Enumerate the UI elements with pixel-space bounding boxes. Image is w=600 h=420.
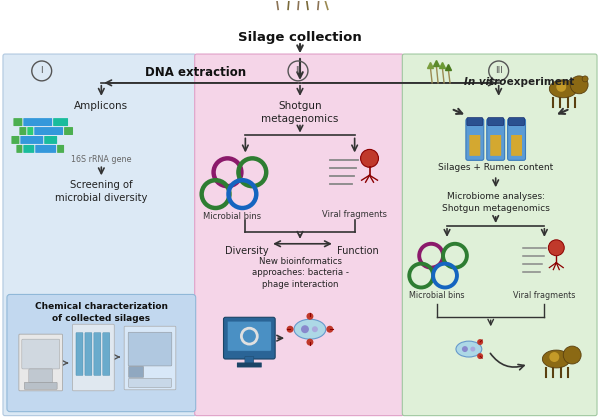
Circle shape [462,346,468,352]
FancyBboxPatch shape [13,118,22,126]
Text: III: III [495,66,503,76]
Text: Silage collection: Silage collection [238,31,362,44]
FancyBboxPatch shape [469,135,480,156]
FancyBboxPatch shape [94,333,101,375]
FancyBboxPatch shape [490,135,501,156]
Text: Microbial bins: Microbial bins [409,291,465,300]
Text: Microbiome analyses:
Shotgun metagenomics: Microbiome analyses: Shotgun metagenomic… [442,192,550,213]
FancyBboxPatch shape [124,326,176,390]
Circle shape [548,240,564,256]
Circle shape [477,339,483,345]
FancyBboxPatch shape [11,136,19,144]
Circle shape [307,339,313,346]
Circle shape [307,313,313,320]
Text: In vitro: In vitro [464,77,506,87]
FancyBboxPatch shape [467,118,483,126]
Circle shape [556,82,566,92]
Text: Shotgun
metagenomics: Shotgun metagenomics [262,101,338,124]
FancyBboxPatch shape [509,118,524,126]
Text: 16S rRNA gene: 16S rRNA gene [71,155,131,164]
Circle shape [582,76,588,82]
Circle shape [570,76,588,94]
Text: Amplicons: Amplicons [74,101,128,111]
FancyBboxPatch shape [64,127,73,135]
Text: DNA extraction: DNA extraction [145,66,246,79]
Text: Function: Function [337,246,379,256]
FancyBboxPatch shape [44,136,57,144]
FancyBboxPatch shape [57,145,64,153]
FancyBboxPatch shape [53,118,68,126]
Text: Viral fragments: Viral fragments [322,210,387,219]
FancyBboxPatch shape [22,339,59,369]
FancyBboxPatch shape [20,136,43,144]
Ellipse shape [550,80,577,98]
FancyBboxPatch shape [195,54,403,416]
FancyBboxPatch shape [28,127,33,135]
FancyBboxPatch shape [511,135,522,156]
FancyBboxPatch shape [23,118,52,126]
FancyBboxPatch shape [488,118,503,126]
FancyBboxPatch shape [128,378,172,387]
Text: experiment: experiment [503,77,574,87]
Circle shape [550,352,559,362]
Circle shape [563,346,581,364]
Text: New bioinformatics
approaches: bacteria -
phage interaction: New bioinformatics approaches: bacteria … [251,257,349,289]
FancyBboxPatch shape [35,145,56,153]
FancyBboxPatch shape [466,118,484,160]
Text: Microbial bins: Microbial bins [203,212,262,221]
Text: Chemical characterization
of collected silages: Chemical characterization of collected s… [35,302,168,323]
Circle shape [326,326,333,333]
Ellipse shape [542,350,570,368]
FancyBboxPatch shape [25,382,57,389]
FancyBboxPatch shape [19,127,26,135]
FancyBboxPatch shape [508,118,526,160]
FancyBboxPatch shape [224,317,275,359]
FancyBboxPatch shape [3,54,196,416]
FancyBboxPatch shape [103,333,110,375]
FancyBboxPatch shape [7,294,196,412]
Circle shape [287,326,293,333]
FancyBboxPatch shape [29,369,53,383]
FancyBboxPatch shape [403,54,597,416]
Text: I: I [40,66,43,76]
Ellipse shape [456,341,482,357]
FancyBboxPatch shape [245,357,254,365]
FancyBboxPatch shape [237,362,262,368]
Circle shape [477,353,483,359]
FancyBboxPatch shape [76,333,83,375]
FancyBboxPatch shape [85,333,92,375]
FancyBboxPatch shape [227,321,271,351]
FancyBboxPatch shape [34,127,63,135]
Circle shape [361,150,379,167]
Text: Silages + Rumen content: Silages + Rumen content [438,163,553,172]
Circle shape [301,325,309,333]
Text: II: II [295,66,301,76]
FancyBboxPatch shape [16,145,22,153]
FancyBboxPatch shape [128,367,143,378]
Text: Screening of
microbial diversity: Screening of microbial diversity [55,180,148,203]
FancyBboxPatch shape [73,324,114,391]
Circle shape [312,326,318,332]
Text: Diversity: Diversity [224,246,268,256]
Circle shape [470,346,475,352]
FancyBboxPatch shape [23,145,34,153]
FancyBboxPatch shape [487,118,505,160]
FancyBboxPatch shape [128,332,172,366]
FancyBboxPatch shape [19,334,62,391]
Ellipse shape [294,319,326,339]
Text: Viral fragments: Viral fragments [513,291,575,300]
